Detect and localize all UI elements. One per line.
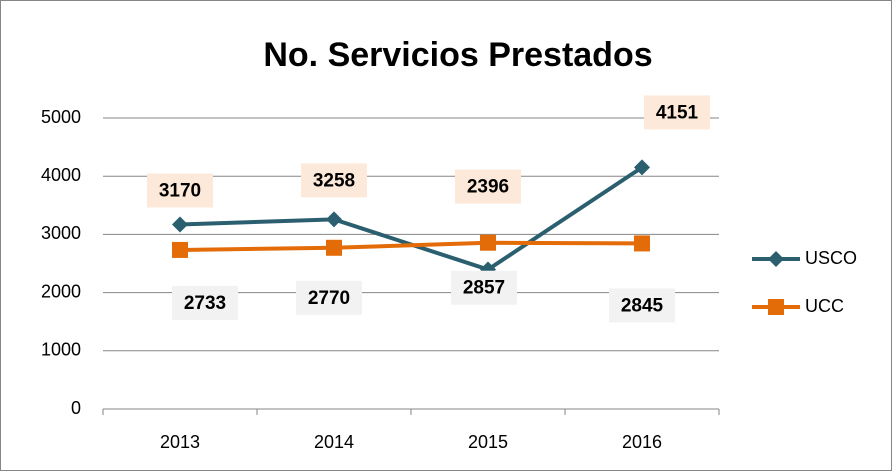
data-label-box bbox=[644, 95, 710, 130]
x-tick-label: 2013 bbox=[160, 432, 200, 452]
data-label: 3258 bbox=[313, 170, 355, 191]
data-label: 2770 bbox=[308, 288, 350, 309]
marker bbox=[326, 239, 342, 256]
marker bbox=[326, 211, 342, 228]
marker bbox=[172, 216, 188, 233]
y-tick-label: 5000 bbox=[41, 107, 81, 127]
x-tick-label: 2014 bbox=[314, 432, 354, 452]
x-tick-label: 2015 bbox=[468, 432, 508, 452]
y-tick-label: 1000 bbox=[41, 340, 81, 360]
x-tick-label: 2016 bbox=[622, 432, 662, 452]
data-label: 4151 bbox=[656, 102, 699, 123]
marker bbox=[634, 159, 650, 176]
series-line bbox=[179, 240, 643, 252]
y-tick-label: 4000 bbox=[41, 165, 81, 185]
data-label-box bbox=[609, 288, 675, 323]
data-label-box bbox=[172, 285, 238, 320]
y-tick-label: 2000 bbox=[41, 281, 81, 301]
data-label: 2857 bbox=[463, 278, 505, 299]
data-label: 2396 bbox=[467, 177, 509, 198]
data-label: 3170 bbox=[159, 181, 201, 202]
marker bbox=[768, 251, 784, 267]
data-label-box bbox=[296, 280, 362, 315]
data-label: 2845 bbox=[621, 295, 664, 316]
data-label: 2733 bbox=[184, 293, 226, 314]
marker bbox=[768, 299, 784, 315]
y-tick-label: 3000 bbox=[41, 223, 81, 243]
marker bbox=[480, 234, 496, 251]
marker bbox=[634, 235, 650, 252]
data-label-box bbox=[147, 173, 213, 208]
marker bbox=[172, 241, 188, 258]
y-tick-label: 0 bbox=[71, 398, 81, 418]
data-label-box bbox=[301, 163, 367, 198]
data-label-box bbox=[455, 169, 521, 204]
legend-label: USCO bbox=[805, 248, 857, 268]
chart-title: No. Servicios Prestados bbox=[263, 36, 652, 74]
data-label-box bbox=[451, 270, 517, 305]
legend-label: UCC bbox=[805, 296, 844, 316]
